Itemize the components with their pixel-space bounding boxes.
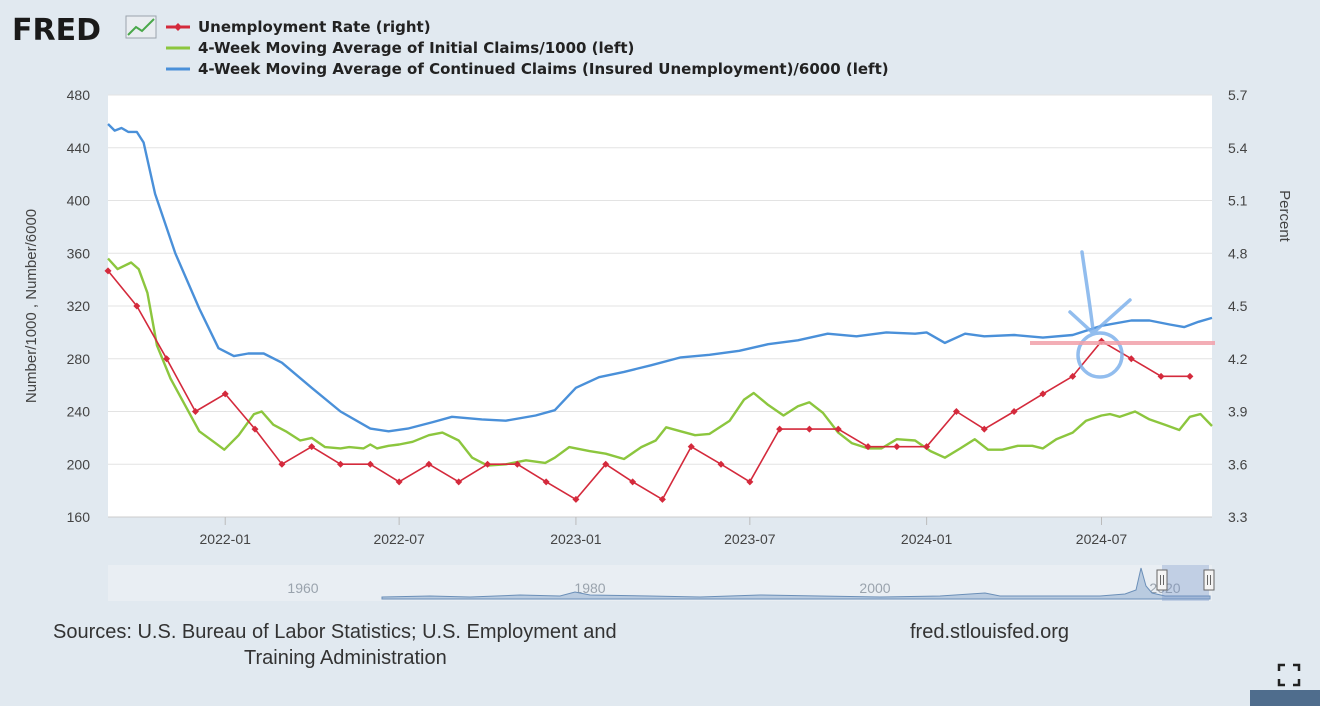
data-point-marker[interactable]	[163, 355, 171, 363]
data-point-marker[interactable]	[864, 443, 872, 451]
data-point-marker[interactable]	[687, 443, 695, 451]
data-point-marker[interactable]	[1010, 408, 1018, 415]
navigator-selection[interactable]	[1162, 565, 1209, 601]
corner-tab[interactable]	[1250, 690, 1320, 706]
x-tick-label: 2022-01	[200, 531, 252, 547]
right-axis-title: Percent	[1276, 190, 1293, 243]
right-tick-label: 4.5	[1228, 298, 1248, 314]
data-point-marker[interactable]	[191, 408, 199, 415]
data-point-marker[interactable]	[104, 267, 112, 275]
sources-line-1: Sources: U.S. Bureau of Labor Statistics…	[53, 621, 617, 643]
x-tick-label: 2024-01	[901, 531, 953, 547]
fullscreen-icon[interactable]	[1276, 662, 1302, 688]
source-url[interactable]: fred.stlouisfed.org	[910, 621, 1069, 643]
navigator[interactable]: 1960198020002020	[108, 565, 1215, 601]
navigator-series	[381, 567, 1211, 600]
data-point-marker[interactable]	[923, 443, 931, 451]
data-point-marker[interactable]	[776, 425, 784, 433]
series-layer	[104, 123, 1213, 503]
data-point-marker[interactable]	[1127, 355, 1135, 363]
data-point-marker[interactable]	[308, 443, 316, 451]
data-point-marker[interactable]	[717, 460, 725, 468]
data-point-marker[interactable]	[251, 425, 259, 433]
left-tick-label: 160	[67, 509, 91, 525]
data-point-marker[interactable]	[395, 478, 403, 486]
right-tick-label: 3.6	[1228, 456, 1248, 472]
legend: Unemployment Rate (right) 4-Week Moving A…	[166, 18, 889, 78]
gridlines	[108, 94, 1212, 518]
right-tick-label: 5.1	[1228, 193, 1248, 209]
data-point-marker[interactable]	[658, 495, 666, 503]
left-tick-label: 440	[67, 140, 91, 156]
right-tick-label: 5.7	[1228, 87, 1248, 103]
right-tick-label: 3.9	[1228, 404, 1248, 420]
data-point-marker[interactable]	[746, 478, 754, 486]
data-point-marker[interactable]	[805, 425, 813, 433]
x-tick-label: 2022-07	[373, 531, 425, 547]
sources-line-2: Training Administration	[244, 647, 447, 669]
data-point-marker[interactable]	[1069, 372, 1077, 380]
data-point-marker[interactable]	[542, 478, 550, 486]
navigator-background	[108, 565, 1212, 601]
left-tick-label: 320	[67, 298, 91, 314]
data-point-marker[interactable]	[455, 478, 463, 486]
x-tick-label: 2023-07	[724, 531, 776, 547]
data-point-marker[interactable]	[366, 460, 374, 468]
data-point-marker[interactable]	[1039, 390, 1047, 398]
navigator-handle[interactable]	[1156, 569, 1168, 591]
left-tick-label: 240	[67, 404, 91, 420]
fred-logo-graph-icon	[125, 15, 157, 39]
data-point-marker[interactable]	[893, 443, 901, 451]
navigator-year-label: 1980	[574, 580, 605, 596]
series-line-1[interactable]	[107, 257, 1213, 467]
navigator-year-label: 2000	[859, 580, 890, 596]
legend-item[interactable]: 4-Week Moving Average of Initial Claims/…	[198, 39, 634, 57]
data-point-marker[interactable]	[1157, 372, 1165, 380]
right-tick-label: 4.8	[1228, 245, 1248, 261]
data-point-marker[interactable]	[337, 460, 345, 468]
data-point-marker[interactable]	[629, 478, 637, 486]
navigator-year-label: 1960	[287, 580, 318, 596]
data-point-marker[interactable]	[425, 460, 433, 468]
data-point-marker[interactable]	[834, 425, 842, 433]
left-tick-label: 280	[67, 351, 91, 367]
legend-marker	[174, 23, 182, 31]
data-point-marker[interactable]	[952, 408, 960, 415]
left-tick-label: 480	[67, 87, 91, 103]
annotation-arrow	[1068, 250, 1132, 379]
x-tick-label: 2024-07	[1076, 531, 1128, 547]
legend-item[interactable]: 4-Week Moving Average of Continued Claim…	[198, 60, 889, 78]
data-point-marker[interactable]	[133, 302, 141, 310]
right-axis-ticks: 3.3 3.6 3.9 4.2 4.5 4.8 5.1 5.4 5.7	[1228, 87, 1248, 525]
left-axis-title: Number/1000 , Number/6000	[23, 209, 40, 403]
series-line-2[interactable]	[107, 123, 1213, 433]
data-point-marker[interactable]	[513, 460, 521, 468]
left-axis-ticks: 160 200 240 280 320 360 400 440 480	[67, 87, 91, 525]
data-point-marker[interactable]	[1186, 372, 1194, 380]
right-tick-label: 3.3	[1228, 509, 1248, 525]
navigator-handle[interactable]	[1203, 569, 1215, 591]
legend-item[interactable]: Unemployment Rate (right)	[198, 18, 431, 36]
series-line-0[interactable]	[107, 270, 1190, 501]
left-tick-label: 400	[67, 193, 91, 209]
left-tick-label: 360	[67, 245, 91, 261]
x-axis-ticks: 2022-01 2022-07 2023-01 2023-07 2024-01 2024-…	[108, 516, 1212, 547]
right-tick-label: 5.4	[1228, 140, 1248, 156]
left-tick-label: 200	[67, 456, 91, 472]
data-point-marker[interactable]	[980, 425, 988, 433]
data-point-marker[interactable]	[602, 460, 610, 468]
fred-logo[interactable]: FRED	[12, 13, 101, 48]
data-point-marker[interactable]	[484, 460, 492, 468]
data-point-marker[interactable]	[278, 460, 286, 468]
right-tick-label: 4.2	[1228, 351, 1248, 367]
x-tick-label: 2023-01	[550, 531, 602, 547]
data-point-marker[interactable]	[572, 495, 580, 503]
data-point-marker[interactable]	[221, 390, 229, 398]
